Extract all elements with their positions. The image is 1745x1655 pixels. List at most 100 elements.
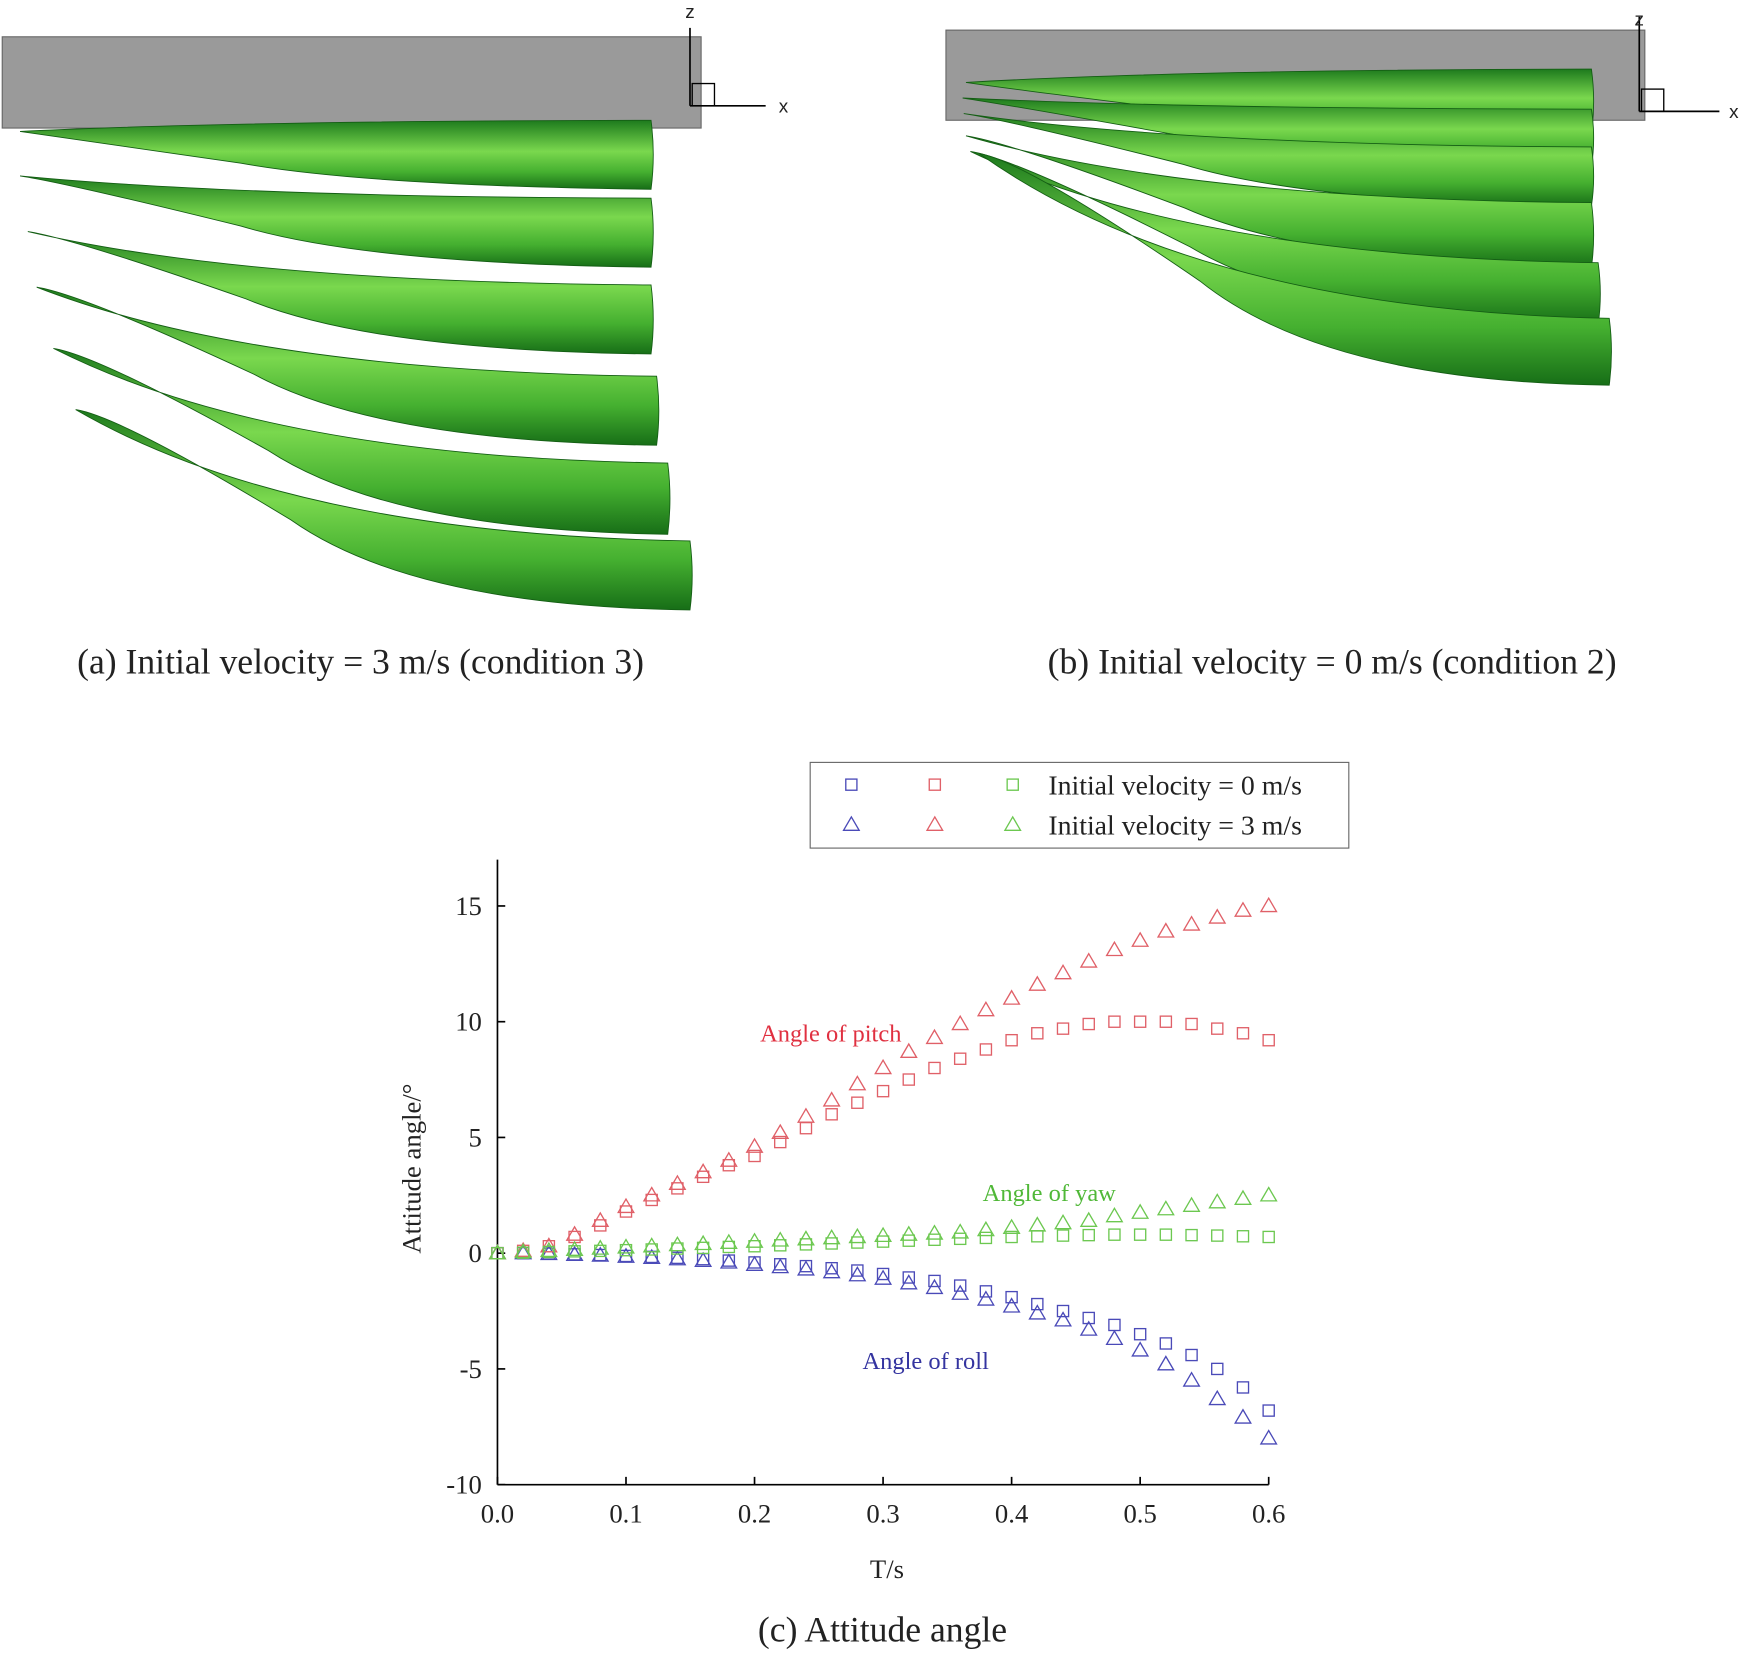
data-point [1182,915,1201,931]
data-point [899,1042,918,1059]
data-point [1133,1228,1147,1241]
data-point [874,1226,893,1243]
cone [36,286,660,446]
data-point [617,1197,635,1214]
data-point [1185,1017,1198,1031]
data-point [774,1135,787,1149]
data-point [1079,1320,1098,1336]
data-point [617,1238,635,1254]
legend-marker [1003,815,1022,831]
data-point [851,1096,864,1109]
cone [979,153,1612,386]
series-label: Angle of roll [862,1348,989,1375]
data-point [1262,1230,1275,1244]
data-point [671,1182,684,1195]
data-point [953,1232,967,1246]
data-point [1108,1318,1121,1332]
x-tick-label: 0.3 [866,1498,899,1528]
data-point [1031,1027,1044,1040]
data-point [979,1231,993,1245]
data-point [1234,1408,1252,1424]
data-point [799,1121,813,1135]
cone [19,119,654,190]
data-point [1079,952,1098,968]
data-point [668,1235,687,1252]
data-point [1259,896,1278,913]
data-point [539,1237,558,1253]
legend-marker [842,815,861,831]
legend-marker [928,778,942,791]
data-point [928,1061,941,1075]
cone [19,175,654,268]
x-tick-label: 0.1 [609,1498,642,1528]
data-point [1182,1371,1201,1387]
data-point [848,1266,867,1282]
data-point [488,1244,507,1260]
data-point [851,1264,864,1277]
data-point [1054,1213,1072,1230]
data-point [848,1227,867,1244]
data-point [1208,1389,1227,1406]
data-point [565,1245,584,1262]
data-point [642,1248,661,1265]
y-tick-label: 10 [455,1007,482,1037]
data-point [951,1014,970,1031]
data-point [1262,1033,1275,1047]
data-point [902,1271,916,1284]
data-point [1211,1229,1224,1242]
data-point [722,1158,736,1172]
data-point [1056,1304,1070,1318]
cone [27,231,654,355]
data-point [951,1223,970,1239]
data-point [1234,901,1252,917]
data-point [514,1242,533,1259]
data-point [565,1225,584,1241]
legend-marker [1006,778,1019,791]
data-point [925,1224,944,1240]
data-point [671,1242,684,1255]
data-point [1056,1022,1070,1035]
data-point [1159,1015,1173,1028]
data-point [745,1255,764,1271]
data-point [1259,1429,1278,1445]
axis-glyph [1640,88,1665,113]
data-point [1082,1017,1095,1031]
data-point [1028,1304,1047,1320]
y-tick-label: -10 [446,1470,482,1500]
axis-glyph [691,82,716,107]
data-point [1131,1341,1150,1357]
data-point [848,1075,867,1091]
x-tick-label: 0.0 [481,1498,514,1528]
data-point [1131,1203,1150,1219]
data-point [1108,1228,1121,1241]
data-point [719,1233,738,1249]
data-point [565,1240,584,1256]
data-point [1054,963,1072,980]
data-point [899,1274,918,1290]
data-point [694,1163,713,1179]
data-point [645,1243,658,1256]
data-point [1156,922,1175,938]
legend-label: Initial velocity = 0 m/s [1048,771,1302,802]
data-point [796,1107,815,1123]
data-point [976,1001,995,1017]
data-point [979,1043,993,1056]
legend-box [809,761,1350,849]
data-point [1159,1228,1173,1241]
y-axis-label: Attitude angle/° [397,1084,427,1254]
data-point [1262,1404,1275,1417]
cone [53,347,671,535]
y-tick-label: 5 [469,1122,482,1152]
data-point [1211,1362,1224,1376]
data-point [1131,931,1150,947]
data-point [1211,1022,1224,1035]
data-point [925,1028,944,1045]
data-point [645,1193,658,1207]
y-tick-label: -5 [460,1354,482,1384]
data-point [642,1237,661,1253]
data-point [719,1151,738,1167]
y-tick-label: 0 [469,1238,482,1268]
data-point [1005,1230,1018,1244]
render-panels: z x (a) Initial velocity = 3 m/s (conditio… [1,2,1739,681]
